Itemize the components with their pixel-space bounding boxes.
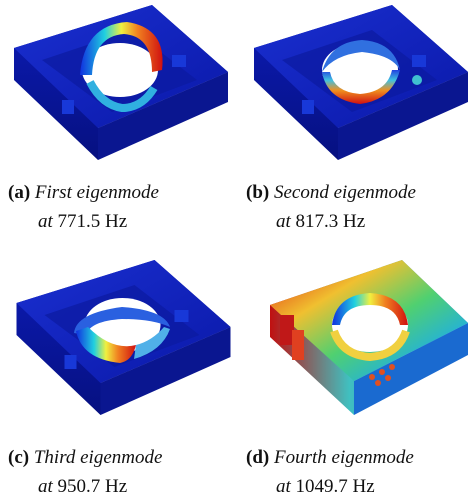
caption-text: Second eigenmode xyxy=(274,182,416,203)
label: (d) xyxy=(246,447,269,468)
page: (a) First eigenmode at 771.5 Hz (b) Seco… xyxy=(0,0,471,502)
caption-text: Fourth eigenmode xyxy=(274,447,414,468)
caption-text: First eigenmode xyxy=(35,182,159,203)
frequency: 1049.7 Hz xyxy=(296,476,375,497)
mode-image xyxy=(2,0,232,170)
frequency: 771.5 Hz xyxy=(58,211,128,232)
label: (b) xyxy=(246,182,269,203)
mode-image xyxy=(262,255,471,425)
frequency: 817.3 Hz xyxy=(296,211,366,232)
frequency: 950.7 Hz xyxy=(58,476,128,497)
label: (c) xyxy=(8,447,29,468)
caption: (c) Third eigenmode at 950.7 Hz xyxy=(8,443,162,501)
mode-image xyxy=(2,255,237,425)
at: at xyxy=(276,211,291,232)
at: at xyxy=(276,476,291,497)
caption: (b) Second eigenmode at 817.3 Hz xyxy=(246,178,416,236)
caption-text: Third eigenmode xyxy=(34,447,163,468)
caption: (a) First eigenmode at 771.5 Hz xyxy=(8,178,159,236)
at: at xyxy=(38,476,53,497)
mode-image xyxy=(242,0,471,170)
at: at xyxy=(38,211,53,232)
label: (a) xyxy=(8,182,30,203)
caption: (d) Fourth eigenmode at 1049.7 Hz xyxy=(246,443,414,501)
